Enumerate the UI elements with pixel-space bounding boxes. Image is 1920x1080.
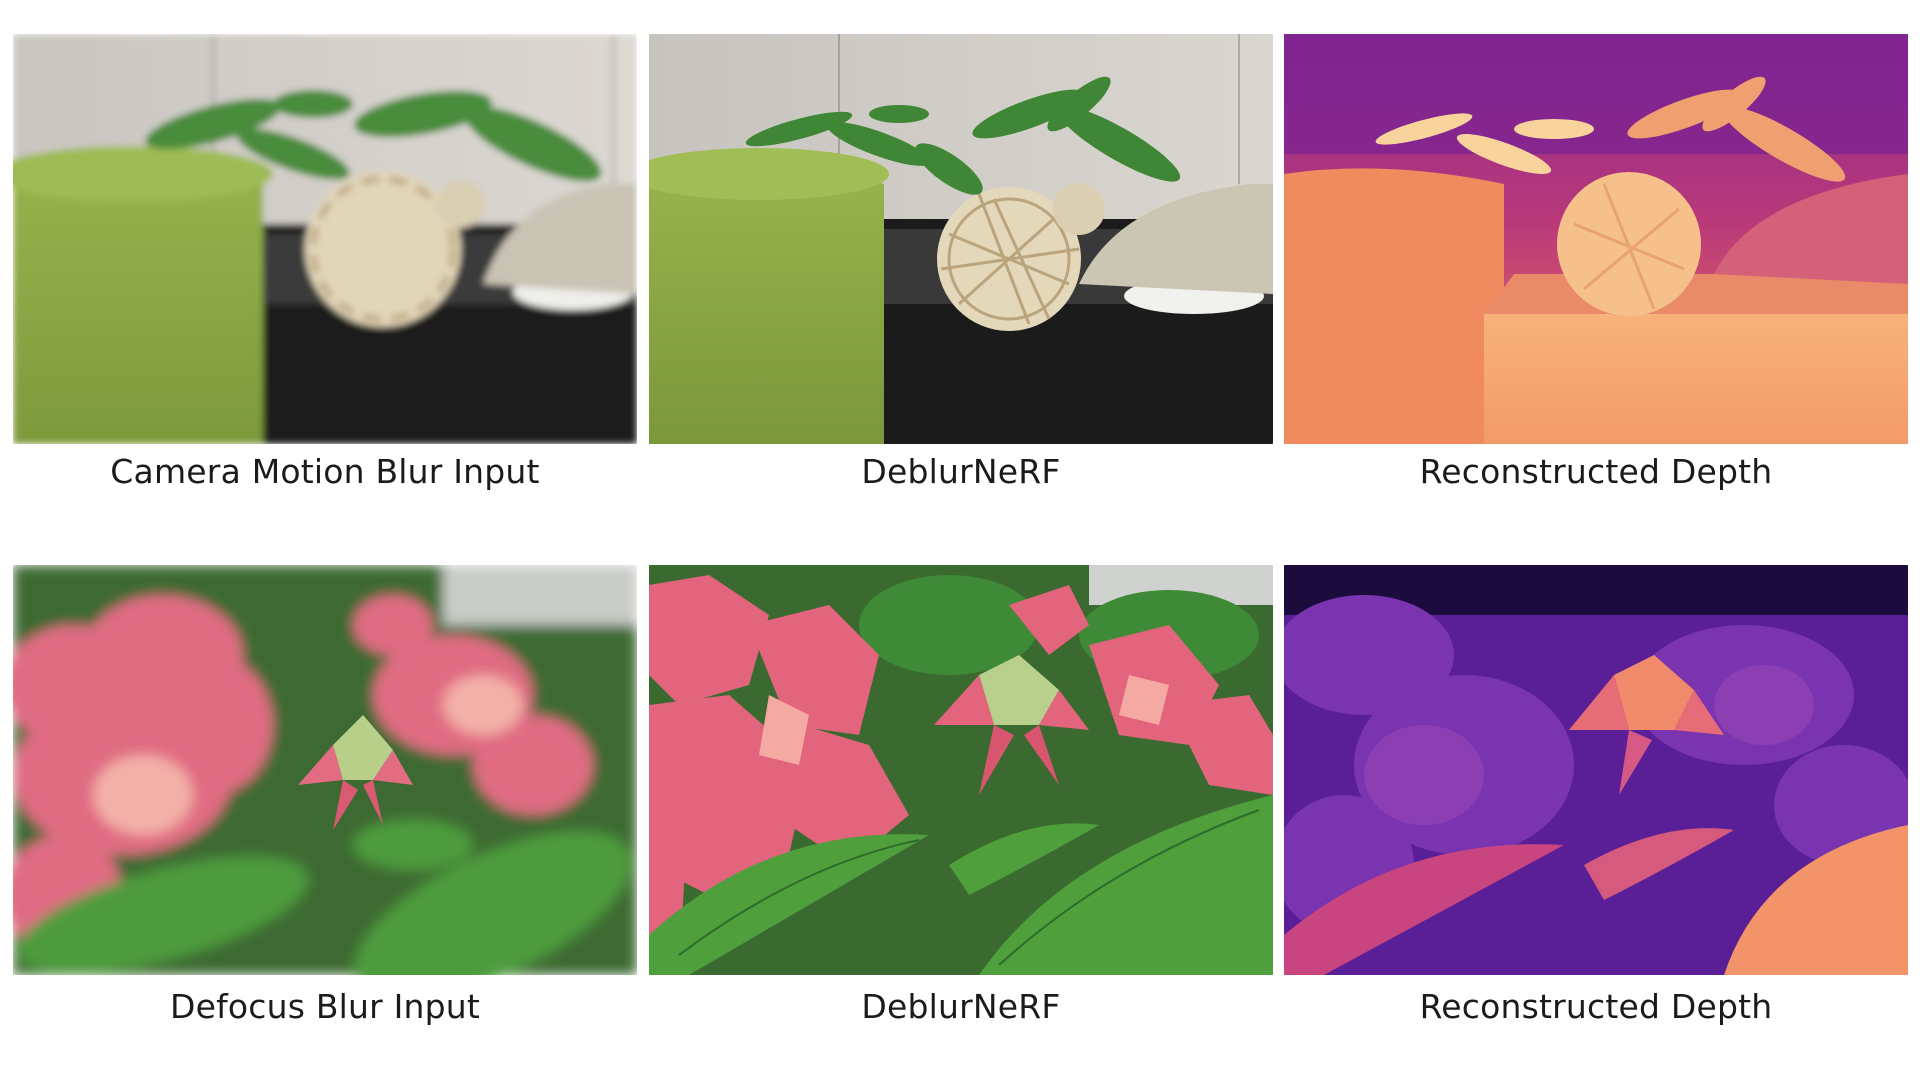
defocus-depth-picture [1284,565,1908,975]
caption-defocus-depth: Reconstructed Depth [1419,987,1773,1026]
center-flower [934,655,1089,795]
defocus-blur-input-picture [13,565,637,975]
motion-blur-input-picture [13,34,637,444]
motion-blur-input-image [13,34,637,444]
defocus-deblurred-picture [649,565,1273,975]
caption-motion-blur-input: Camera Motion Blur Input [110,452,540,491]
defocus-blur-input-image [13,565,637,975]
motion-depth-picture [1284,34,1908,444]
caption-motion-deblurred: DeblurNeRF [861,452,1061,491]
focused-flower [298,715,413,830]
motion-depth-image [1284,34,1908,444]
caption-defocus-deblurred: DeblurNeRF [861,987,1061,1026]
caption-defocus-blur-input: Defocus Blur Input [169,987,481,1026]
caption-motion-depth: Reconstructed Depth [1419,452,1773,491]
defocus-deblurred-image [649,565,1273,975]
motion-deblurred-picture [649,34,1273,444]
motion-deblurred-image [649,34,1273,444]
defocus-depth-image [1284,565,1908,975]
depth-center-flower [1569,655,1724,795]
